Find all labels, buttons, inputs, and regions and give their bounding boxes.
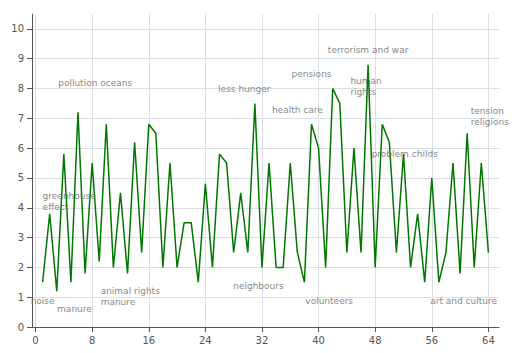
svg-text:health care: health care bbox=[272, 105, 323, 115]
svg-text:64: 64 bbox=[482, 335, 495, 346]
svg-text:animal rights: animal rights bbox=[101, 286, 161, 296]
svg-text:10: 10 bbox=[11, 23, 24, 34]
svg-text:24: 24 bbox=[199, 335, 212, 346]
svg-text:art and culture: art and culture bbox=[430, 296, 497, 306]
svg-text:noise: noise bbox=[31, 296, 55, 306]
svg-text:effect: effect bbox=[43, 202, 69, 212]
svg-text:greenhouse: greenhouse bbox=[43, 191, 97, 201]
svg-text:0: 0 bbox=[18, 322, 24, 333]
svg-text:less hunger: less hunger bbox=[218, 84, 271, 94]
svg-text:48: 48 bbox=[369, 335, 382, 346]
svg-text:manure: manure bbox=[57, 304, 92, 314]
svg-text:7: 7 bbox=[18, 113, 24, 124]
svg-text:1: 1 bbox=[18, 292, 24, 303]
svg-text:terrorism and war: terrorism and war bbox=[328, 45, 409, 55]
svg-text:16: 16 bbox=[142, 335, 155, 346]
svg-text:6: 6 bbox=[18, 143, 24, 154]
svg-text:manure: manure bbox=[101, 297, 136, 307]
svg-text:pollution oceans: pollution oceans bbox=[58, 78, 132, 88]
svg-text:32: 32 bbox=[256, 335, 269, 346]
svg-text:pensions: pensions bbox=[291, 69, 331, 79]
svg-text:8: 8 bbox=[18, 83, 24, 94]
svg-text:4: 4 bbox=[18, 202, 24, 213]
svg-text:9: 9 bbox=[18, 53, 24, 64]
svg-text:5: 5 bbox=[18, 172, 24, 183]
svg-text:tension: tension bbox=[471, 106, 504, 116]
svg-text:2: 2 bbox=[18, 262, 24, 273]
svg-text:volunteers: volunteers bbox=[305, 296, 353, 306]
svg-text:40: 40 bbox=[312, 335, 325, 346]
svg-text:3: 3 bbox=[18, 232, 24, 243]
svg-text:8: 8 bbox=[89, 335, 95, 346]
svg-text:neighbours: neighbours bbox=[233, 281, 284, 291]
svg-text:problem childs: problem childs bbox=[372, 149, 438, 159]
svg-text:human: human bbox=[350, 76, 381, 86]
svg-text:56: 56 bbox=[425, 335, 438, 346]
svg-text:religions: religions bbox=[471, 117, 509, 127]
svg-text:rights: rights bbox=[350, 87, 376, 97]
svg-text:0: 0 bbox=[32, 335, 38, 346]
